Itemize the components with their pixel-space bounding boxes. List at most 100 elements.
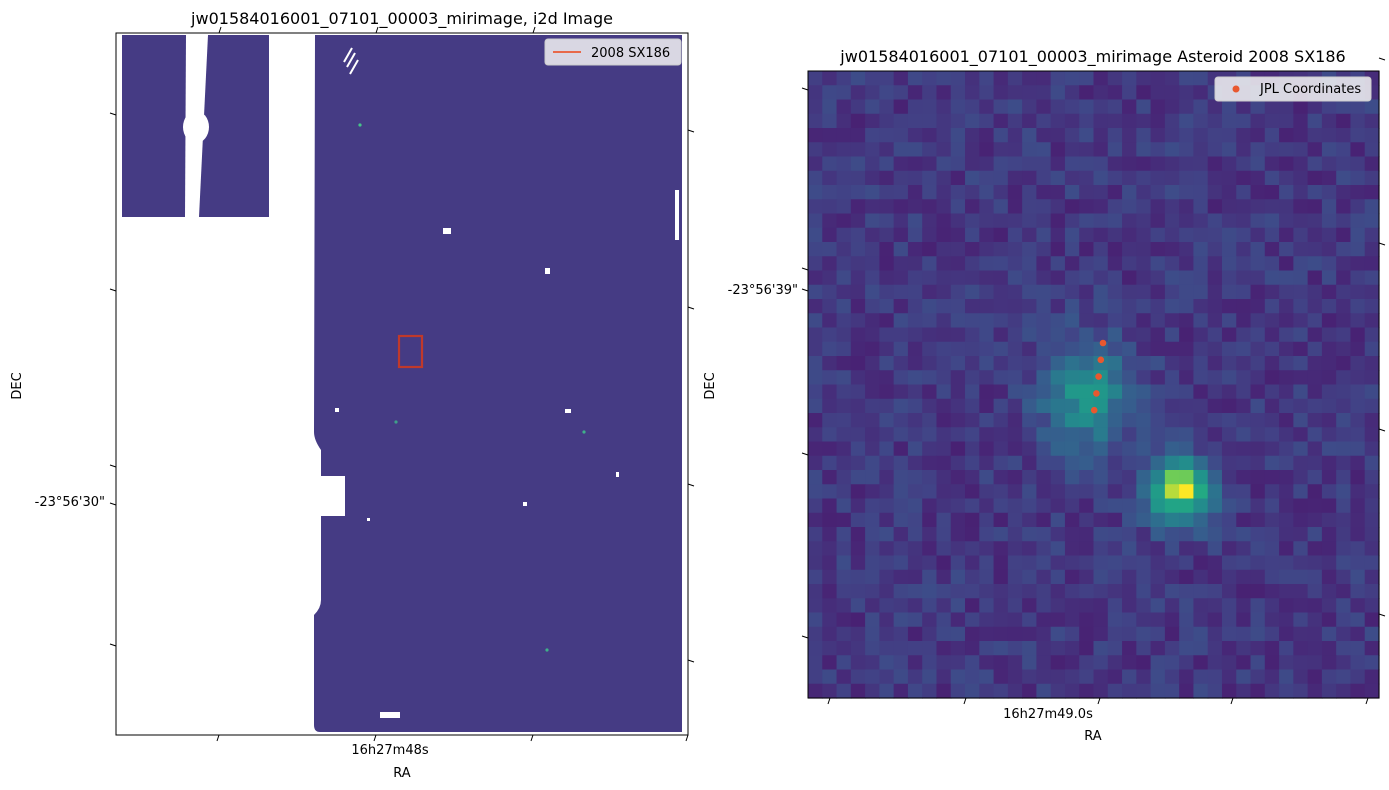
jpl-point — [1099, 339, 1107, 347]
heatmap-cell — [965, 612, 980, 628]
heatmap-cell — [1336, 555, 1352, 571]
heatmap-cell — [850, 199, 866, 215]
heatmap-cell — [979, 683, 995, 699]
heatmap-cell — [1150, 356, 1166, 371]
heatmap-cell — [865, 512, 880, 528]
heatmap-cell — [1050, 99, 1066, 115]
left-x-tick-top — [375, 26, 379, 34]
heatmap-cell — [922, 441, 938, 457]
heatmap-cell — [836, 527, 852, 542]
heatmap-cell — [965, 655, 980, 671]
heatmap-cell — [850, 284, 866, 300]
heatmap-cell — [1293, 683, 1309, 699]
heatmap-cell — [1079, 299, 1095, 314]
heatmap-cell — [950, 370, 966, 386]
heatmap-cell — [979, 227, 995, 243]
heatmap-cell — [965, 99, 980, 115]
heatmap-cell — [893, 356, 909, 371]
heatmap-cell — [1293, 284, 1309, 300]
heatmap-cell — [1193, 142, 1209, 158]
heatmap-cell — [1336, 156, 1352, 172]
heatmap-cell — [1007, 555, 1023, 571]
heatmap-cell — [1364, 256, 1380, 272]
heatmap-cell — [950, 256, 966, 272]
heatmap-cell — [965, 256, 980, 272]
heatmap-cell — [950, 356, 966, 371]
heatmap-cell — [922, 85, 938, 101]
heatmap-cell — [1321, 470, 1337, 485]
heatmap-cell — [1293, 242, 1309, 257]
left-x-tick-top — [532, 26, 536, 34]
heatmap-cell — [1079, 284, 1095, 300]
heatmap-cell — [950, 128, 966, 143]
heatmap-cell — [1193, 598, 1209, 614]
left-x-tick-label: 16h27m48s — [351, 743, 429, 758]
heatmap-cell — [1350, 669, 1366, 685]
heatmap-cell — [1022, 484, 1038, 500]
heatmap-cell — [822, 99, 838, 115]
heatmap-cell — [879, 527, 895, 542]
heatmap-cell — [1179, 299, 1195, 314]
main-detector — [314, 35, 682, 732]
heatmap-cell — [1307, 669, 1323, 685]
heatmap-cell — [993, 498, 1009, 514]
heatmap-cell — [1136, 256, 1152, 272]
heatmap-cell — [950, 626, 966, 642]
heatmap-cell — [1064, 626, 1080, 642]
heatmap-cell — [1364, 199, 1380, 215]
heatmap-cell — [1293, 313, 1309, 329]
heatmap-cell — [850, 327, 866, 343]
heatmap-cell — [1036, 113, 1052, 129]
heatmap-cell — [1250, 413, 1266, 428]
heatmap-cell — [1207, 541, 1223, 557]
heatmap-cell — [922, 384, 938, 400]
heatmap-cell — [1079, 612, 1095, 628]
heatmap-cell — [836, 284, 852, 300]
right-y-axis-label: DEC — [703, 372, 718, 399]
heatmap-cell — [1050, 584, 1066, 599]
heatmap-cell — [965, 527, 980, 542]
heatmap-cell — [1321, 569, 1337, 585]
heatmap-cell — [1193, 527, 1209, 542]
inset-mask — [183, 111, 209, 143]
heatmap-cell — [836, 669, 852, 685]
heatmap-cell — [808, 142, 823, 158]
heatmap-cell — [865, 484, 880, 500]
heatmap-cell — [1293, 327, 1309, 343]
heatmap-cell — [1107, 655, 1123, 671]
heatmap-cell — [1093, 156, 1109, 172]
heatmap-cell — [1164, 427, 1180, 443]
heatmap-cell — [822, 555, 838, 571]
heatmap-cell — [1364, 455, 1380, 471]
heatmap-cell — [993, 641, 1009, 656]
heatmap-cell — [965, 398, 980, 414]
heatmap-cell — [1036, 227, 1052, 243]
heatmap-cell — [1279, 113, 1294, 129]
heatmap-cell — [1236, 669, 1252, 685]
heatmap-cell — [1193, 270, 1209, 286]
heatmap-cell — [1036, 527, 1052, 542]
heatmap-cell — [1164, 227, 1180, 243]
heatmap-cell — [893, 113, 909, 129]
heatmap-cell — [1293, 384, 1309, 400]
heatmap-cell — [1236, 498, 1252, 514]
heatmap-cell — [1064, 427, 1080, 443]
heatmap-cell — [1207, 484, 1223, 500]
heatmap-cell — [1350, 327, 1366, 343]
heatmap-cell — [1036, 99, 1052, 115]
heatmap-cell — [1036, 455, 1052, 471]
heatmap-cell — [922, 71, 938, 86]
heatmap-cell — [1264, 327, 1280, 343]
heatmap-cell — [907, 427, 923, 443]
heatmap-cell — [850, 356, 866, 371]
heatmap-cell — [1150, 569, 1166, 585]
heatmap-cell — [979, 284, 995, 300]
heatmap-cell — [1079, 427, 1095, 443]
heatmap-cell — [1193, 156, 1209, 172]
heatmap-cell — [1193, 413, 1209, 428]
heatmap-cell — [979, 455, 995, 471]
heatmap-cell — [1093, 185, 1109, 200]
right-y-tick-label: -23°56'39" — [728, 283, 798, 298]
heatmap-cell — [879, 227, 895, 243]
heatmap-cell — [1179, 113, 1195, 129]
